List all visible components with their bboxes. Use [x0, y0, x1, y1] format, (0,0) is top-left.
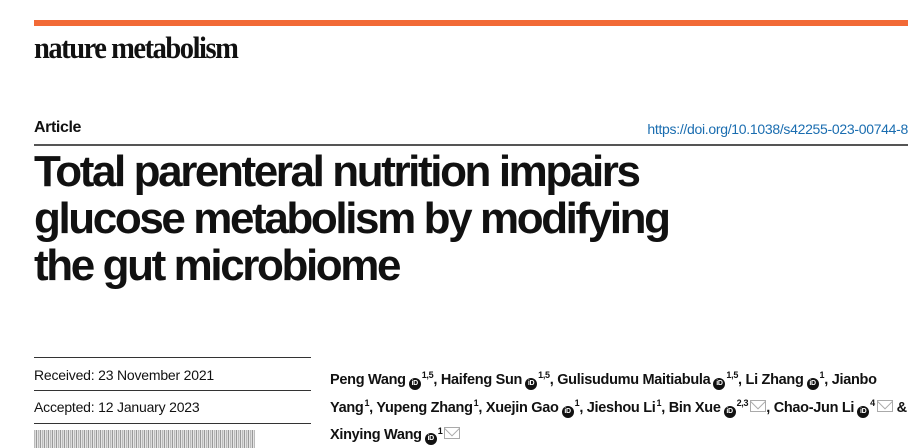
- received-date: Received: 23 November 2021: [34, 367, 215, 383]
- check-for-updates-image: [34, 430, 255, 448]
- orcid-icon[interactable]: iD: [561, 405, 574, 418]
- journal-accent-bar: [34, 20, 908, 26]
- author[interactable]: Haifeng Sun iD1,5: [440, 370, 550, 390]
- separator: ,: [579, 399, 587, 416]
- author-name[interactable]: Li Zhang: [745, 371, 804, 388]
- separator: ,: [738, 371, 746, 388]
- orcid-icon[interactable]: iD: [424, 433, 437, 446]
- author-name[interactable]: Yupeng Zhang: [376, 399, 473, 416]
- author[interactable]: Gulisudumu Maitiabula iD1,5: [557, 370, 739, 390]
- journal-logo: nature metabolism: [34, 30, 239, 65]
- affiliation-number[interactable]: 2,3: [736, 397, 749, 408]
- orcid-icon[interactable]: iD: [525, 377, 538, 390]
- article-title: Total parenteral nutrition impairs gluco…: [34, 147, 671, 290]
- separator: ,: [549, 371, 558, 388]
- author-name[interactable]: Jieshou Li: [586, 399, 656, 416]
- separator: ,: [661, 399, 669, 416]
- separator: ,: [478, 399, 486, 416]
- affiliation-number[interactable]: 1: [819, 370, 825, 380]
- envelope-icon[interactable]: [876, 399, 893, 412]
- author-name[interactable]: Haifeng Sun: [440, 371, 523, 388]
- envelope-icon[interactable]: [444, 427, 461, 440]
- author[interactable]: Jianbo Yang1: [330, 372, 877, 416]
- author[interactable]: Xinying Wang iD1: [330, 425, 461, 446]
- divider: [34, 423, 311, 424]
- affiliation-number[interactable]: 1: [574, 397, 580, 408]
- author-name[interactable]: Gulisudumu Maitiabula: [557, 371, 711, 388]
- orcid-icon[interactable]: iD: [408, 377, 421, 390]
- author-list: Peng Wang iD1,5, Haifeng Sun iD1,5, Gulisu…: [330, 364, 910, 447]
- affiliation-number[interactable]: 1: [473, 397, 479, 408]
- envelope-icon[interactable]: [750, 399, 767, 412]
- separator: &: [892, 399, 907, 416]
- author[interactable]: Bin Xue iD2,3: [668, 397, 767, 418]
- header-rule: [34, 144, 908, 146]
- author[interactable]: Xuejin Gao iD1: [485, 397, 580, 418]
- author-name[interactable]: Bin Xue: [668, 399, 721, 416]
- author[interactable]: Yupeng Zhang1: [376, 397, 479, 416]
- separator: ,: [433, 371, 441, 388]
- title-line: glucose metabolism by modifying: [34, 194, 671, 243]
- affiliation-number[interactable]: 1: [656, 397, 662, 408]
- author-name[interactable]: Xuejin Gao: [485, 399, 559, 416]
- title-line: Total parenteral nutrition impairs: [34, 147, 641, 196]
- author-name[interactable]: Peng Wang: [330, 371, 406, 388]
- affiliation-number[interactable]: 1,5: [726, 370, 739, 380]
- author[interactable]: Jieshou Li1: [586, 397, 662, 416]
- author-name[interactable]: Chao-Jun Li: [773, 399, 855, 416]
- orcid-icon[interactable]: iD: [806, 377, 819, 390]
- divider: [34, 390, 311, 391]
- author-name[interactable]: Xinying Wang: [330, 427, 422, 444]
- affiliation-number[interactable]: 1,5: [421, 370, 434, 380]
- separator: ,: [766, 399, 774, 416]
- accepted-date: Accepted: 12 January 2023: [34, 399, 200, 415]
- orcid-icon[interactable]: iD: [723, 405, 736, 418]
- author[interactable]: Peng Wang iD1,5: [330, 370, 434, 390]
- affiliation-number[interactable]: 4: [870, 397, 875, 408]
- author[interactable]: Li Zhang iD1: [745, 370, 825, 390]
- author[interactable]: Chao-Jun Li iD4: [773, 397, 893, 418]
- article-type: Article: [34, 119, 81, 136]
- doi-link[interactable]: https://doi.org/10.1038/s42255-023-00744…: [647, 121, 908, 137]
- orcid-icon[interactable]: iD: [857, 405, 870, 418]
- title-line: the gut microbiome: [34, 241, 401, 290]
- affiliation-number[interactable]: 1: [437, 425, 443, 436]
- separator: ,: [824, 371, 832, 388]
- orcid-icon[interactable]: iD: [713, 377, 726, 390]
- affiliation-number[interactable]: 1,5: [538, 370, 550, 380]
- separator: ,: [369, 399, 377, 416]
- divider: [34, 357, 311, 358]
- affiliation-number[interactable]: 1: [364, 397, 370, 408]
- author-name[interactable]: Jianbo Yang: [330, 371, 877, 416]
